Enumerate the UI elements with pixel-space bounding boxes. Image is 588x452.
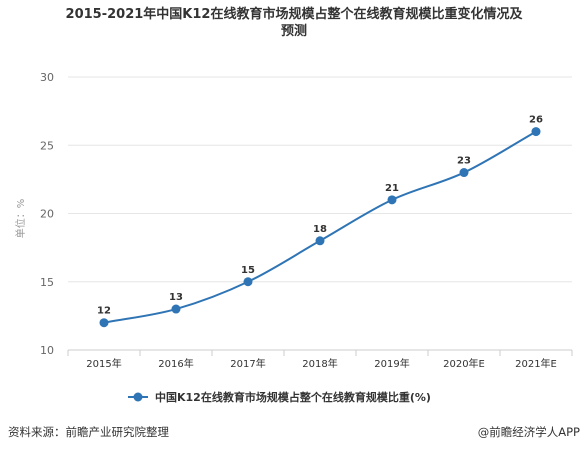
line-chart: 10 15 20 25 30 2015年 2016年 2017年 2018年 2019年 2020年…	[14, 71, 573, 404]
x-tick-label-4: 2019年	[374, 357, 409, 370]
legend-marker-0	[133, 392, 143, 402]
x-tick-label-6: 2021年E	[515, 357, 557, 370]
legend-label-0: 中国K12在线教育市场规模占整个在线教育规模比重(%)	[155, 390, 431, 404]
brand-watermark: @前瞻经济学人APP	[477, 425, 580, 439]
data-point-4	[387, 195, 397, 205]
y-tick-label-0: 10	[40, 344, 54, 357]
y-tick-label-1: 15	[40, 276, 54, 289]
x-tick-label-5: 2020年E	[443, 357, 485, 370]
data-label-6: 26	[529, 115, 543, 126]
data-point-0	[99, 318, 109, 328]
data-point-2	[243, 277, 253, 287]
data-label-5: 23	[457, 156, 471, 167]
y-tick-label-4: 30	[40, 71, 54, 84]
data-label-2: 15	[241, 265, 255, 276]
y-tick-label-2: 20	[40, 208, 54, 221]
x-tick-label-0: 2015年	[86, 357, 121, 370]
source-note: 资料来源：前瞻产业研究院整理	[8, 425, 169, 439]
x-tick-label-2: 2017年	[230, 357, 265, 370]
chart-title-line-1: 2015-2021年中国K12在线教育市场规模占整个在线教育规模比重变化情况及	[65, 7, 523, 22]
chart-title: 2015-2021年中国K12在线教育市场规模占整个在线教育规模比重变化情况及 …	[0, 6, 588, 40]
data-label-1: 13	[169, 292, 183, 303]
x-tick-label-3: 2018年	[302, 357, 337, 370]
data-point-3	[315, 236, 325, 246]
data-label-3: 18	[313, 224, 327, 235]
data-label-4: 21	[385, 183, 399, 194]
data-label-0: 12	[97, 306, 111, 317]
y-axis-label: 单位：%	[14, 199, 27, 239]
y-tick-label-3: 25	[40, 139, 54, 152]
data-point-6	[531, 127, 541, 137]
data-point-5	[459, 168, 469, 178]
x-tick-label-1: 2016年	[158, 357, 193, 370]
chart-title-line-2: 预测	[280, 24, 307, 39]
data-point-1	[171, 304, 181, 314]
